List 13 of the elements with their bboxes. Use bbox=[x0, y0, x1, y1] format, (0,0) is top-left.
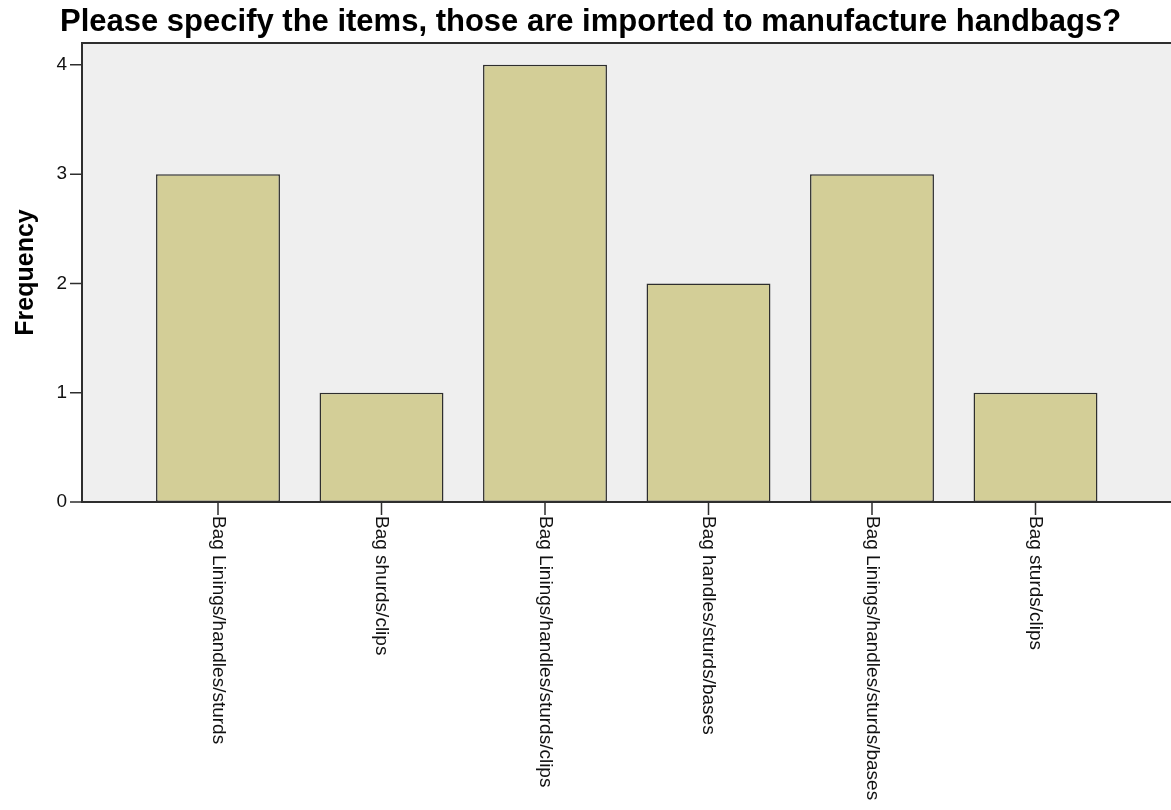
y-tick-label: 4 bbox=[56, 53, 68, 75]
x-tick-label: Bag Linings/handles/sturds bbox=[208, 516, 230, 745]
x-tick-label: Bag handles/sturds/bases bbox=[699, 516, 721, 735]
x-tick-label: Bag shurds/clips bbox=[372, 516, 394, 656]
y-tick-label: 1 bbox=[56, 380, 67, 402]
x-tick-label: Bag sturds/clips bbox=[1026, 516, 1048, 651]
y-tick-label: 3 bbox=[56, 162, 67, 184]
x-tick-label: Bag Linings/handles/sturds/clips bbox=[535, 516, 557, 788]
y-tick-label: 0 bbox=[56, 490, 67, 512]
y-tick-label: 2 bbox=[56, 271, 67, 293]
chart-title: Please specify the items, those are imported to manufacture handbags? bbox=[60, 3, 1122, 38]
y-axis-title: Frequency bbox=[9, 209, 38, 336]
x-tick-label: Bag Linings/handles/sturds/bases bbox=[862, 516, 884, 801]
